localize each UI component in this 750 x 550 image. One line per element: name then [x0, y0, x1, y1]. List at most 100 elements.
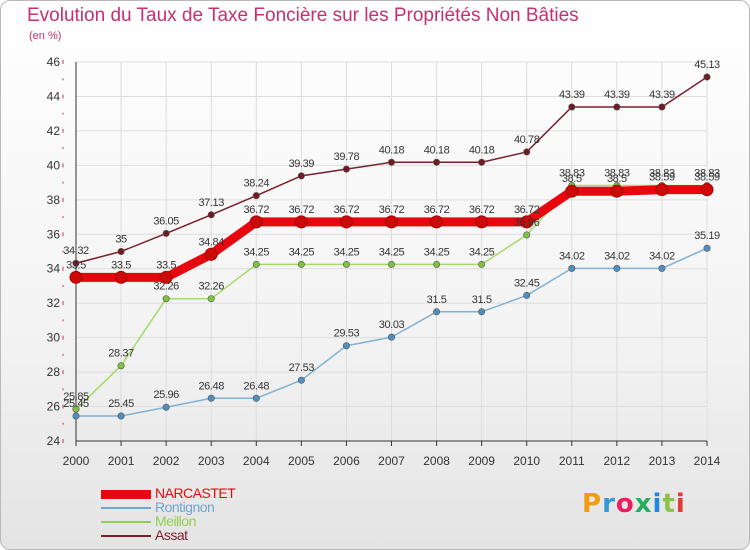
- data-label-meillon: 25.85: [63, 391, 89, 403]
- data-point-assat: [207, 211, 215, 219]
- logo-letter: i: [652, 489, 663, 519]
- data-point-rontignon: [568, 264, 576, 272]
- legend-label: Meillon: [155, 513, 196, 529]
- x-tick-label: 2014: [694, 454, 721, 468]
- data-label-narcastet: 33.5: [66, 259, 86, 271]
- data-point-meillon: [162, 295, 170, 303]
- data-label-rontignon: 30.03: [379, 319, 405, 331]
- data-label-assat: 39.78: [334, 151, 360, 163]
- data-label-assat: 38.24: [244, 178, 270, 190]
- x-tick-label: 2011: [559, 454, 585, 468]
- legend-swatch: [101, 535, 151, 537]
- legend-swatch: [101, 490, 151, 499]
- data-point-rontignon: [297, 376, 305, 384]
- data-point-meillon: [433, 260, 441, 268]
- data-point-meillon: [478, 260, 486, 268]
- x-tick-label: 2002: [153, 454, 180, 468]
- chart-title: Evolution du Taux de Taxe Foncière sur l…: [27, 5, 579, 26]
- y-tick-label: 40: [47, 158, 61, 172]
- data-label-meillon: 28.37: [108, 348, 134, 360]
- data-point-narcastet: [430, 215, 444, 229]
- data-point-narcastet: [249, 215, 263, 229]
- legend-label: NARCASTET: [155, 485, 236, 501]
- x-tick-label: 2005: [288, 454, 315, 468]
- data-point-rontignon: [162, 403, 170, 411]
- data-point-narcastet: [204, 247, 218, 261]
- data-point-rontignon: [658, 264, 666, 272]
- y-tick-label: 24: [47, 434, 61, 448]
- y-tick-label: 36: [47, 227, 61, 241]
- data-label-rontignon: 26.48: [244, 380, 270, 392]
- data-point-assat: [297, 172, 305, 180]
- data-point-rontignon: [433, 308, 441, 316]
- y-tick-label: 34: [47, 262, 61, 276]
- data-point-assat: [568, 103, 576, 111]
- data-label-narcastet: 34.84: [198, 236, 224, 248]
- data-label-narcastet: 36.72: [514, 204, 540, 216]
- x-tick-label: 2003: [198, 454, 225, 468]
- data-point-assat: [478, 158, 486, 166]
- data-point-narcastet: [294, 215, 308, 229]
- y-tick-label: 26: [47, 400, 61, 414]
- logo-letter: P: [582, 489, 603, 519]
- x-tick-label: 2009: [468, 454, 495, 468]
- legend-swatch: [101, 507, 151, 509]
- data-label-rontignon: 34.02: [649, 250, 675, 262]
- x-tick-label: 2013: [649, 454, 676, 468]
- data-point-narcastet: [475, 215, 489, 229]
- data-label-meillon: 34.25: [334, 246, 360, 258]
- data-label-rontignon: 34.02: [559, 250, 585, 262]
- y-tick-label: 38: [47, 193, 61, 207]
- data-label-assat: 43.39: [604, 89, 630, 101]
- data-point-assat: [252, 192, 260, 200]
- unit-label: (en %): [29, 30, 62, 42]
- y-tick-label: 28: [47, 365, 61, 379]
- y-tick-label: 30: [47, 331, 61, 345]
- y-tick-label: 32: [47, 296, 61, 310]
- data-label-narcastet: 38.59: [649, 172, 675, 184]
- data-point-rontignon: [117, 412, 125, 420]
- data-point-meillon: [252, 260, 260, 268]
- data-point-narcastet: [69, 270, 83, 284]
- data-label-rontignon: 25.45: [63, 398, 89, 410]
- legend-swatch: [101, 521, 151, 523]
- data-label-assat: 39.39: [289, 158, 315, 170]
- data-point-narcastet: [565, 184, 579, 198]
- legend-label: Rontignon: [155, 499, 215, 515]
- data-label-rontignon: 25.45: [108, 398, 134, 410]
- logo-letter: x: [634, 489, 653, 519]
- data-point-meillon: [72, 405, 80, 413]
- data-point-assat: [703, 73, 711, 81]
- data-label-meillon: 35.96: [514, 217, 540, 229]
- data-label-assat: 34.32: [63, 245, 89, 257]
- data-label-meillon: 34.25: [379, 246, 405, 258]
- data-labels: 34.32 35 36.05 37.13 38.24 39.39 39.78 40.18 40.…: [63, 59, 720, 410]
- logo-letter: i: [675, 489, 686, 519]
- data-label-narcastet: 36.72: [379, 204, 405, 216]
- data-label-narcastet: 36.72: [244, 204, 270, 216]
- data-label-assat: 40.18: [424, 144, 450, 156]
- data-point-rontignon: [252, 394, 260, 402]
- data-label-meillon: 34.25: [469, 246, 495, 258]
- y-tick-label: 44: [47, 89, 61, 103]
- data-point-meillon: [523, 231, 531, 239]
- proxiti-logo: Proxiti: [582, 489, 686, 519]
- data-label-assat: 35: [115, 234, 127, 246]
- data-label-narcastet: 33.5: [111, 259, 131, 271]
- data-label-rontignon: 35.19: [694, 230, 720, 242]
- data-point-meillon: [387, 260, 395, 268]
- x-tick-label: 2000: [63, 454, 90, 468]
- grid-lines: [75, 61, 708, 441]
- data-point-assat: [658, 103, 666, 111]
- data-point-narcastet: [610, 184, 624, 198]
- data-label-meillon: 34.25: [289, 246, 315, 258]
- data-point-narcastet: [655, 183, 669, 197]
- data-point-rontignon: [72, 412, 80, 420]
- data-point-rontignon: [613, 264, 621, 272]
- data-label-assat: 37.13: [198, 197, 224, 209]
- data-point-meillon: [207, 295, 215, 303]
- data-point-rontignon: [207, 394, 215, 402]
- logo-letter: t: [662, 489, 676, 519]
- data-point-narcastet: [159, 270, 173, 284]
